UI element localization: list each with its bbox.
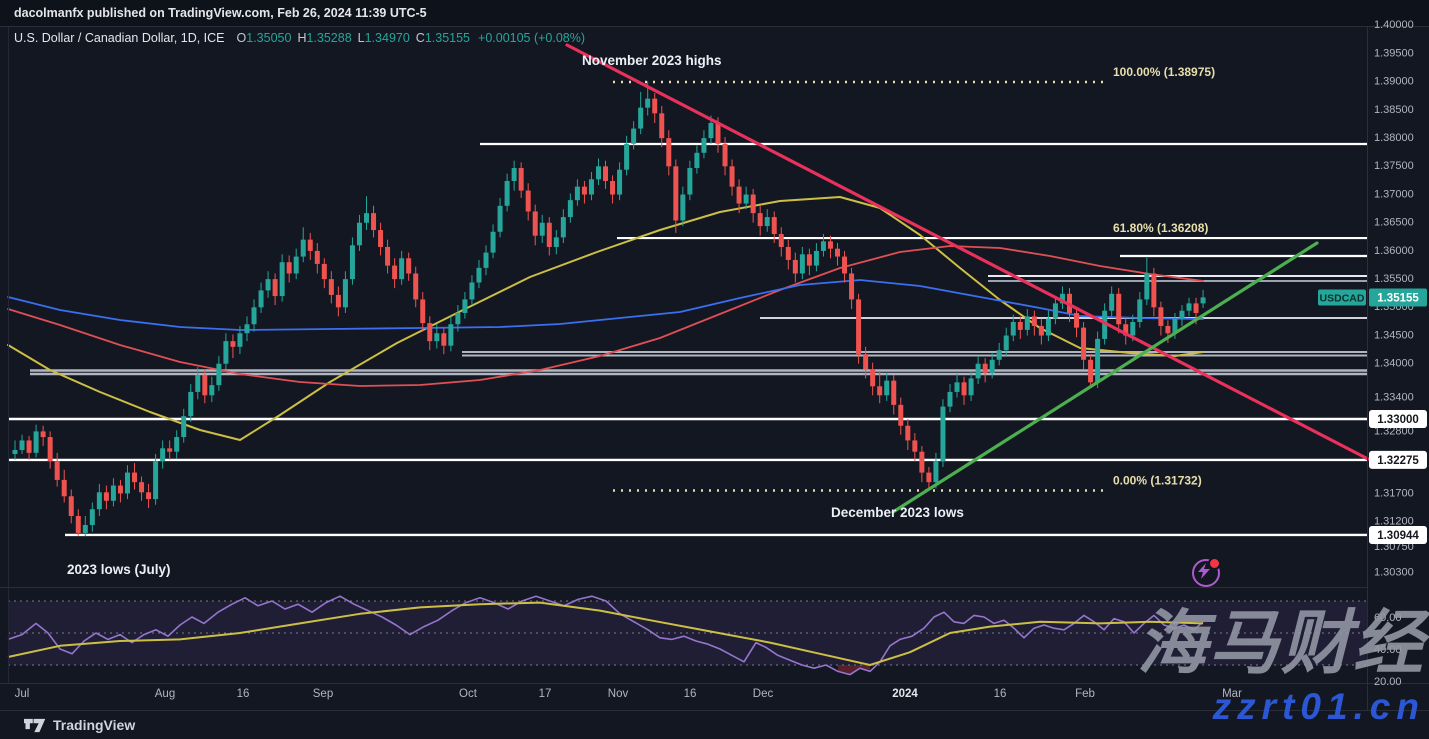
price-axis-label: 1.34000 bbox=[1374, 358, 1414, 370]
time-axis-label: Jul bbox=[15, 688, 30, 700]
rsi-pane bbox=[7, 595, 1204, 676]
svg-text:0.00% (1.31732): 0.00% (1.31732) bbox=[1113, 474, 1202, 488]
time-axis-label: 16 bbox=[237, 688, 250, 700]
price-axis-label: 1.39500 bbox=[1374, 47, 1414, 59]
open-value: 1.35050 bbox=[246, 31, 292, 45]
high-value: 1.35288 bbox=[306, 31, 352, 45]
footer-bar: TradingView bbox=[0, 710, 1429, 739]
time-axis[interactable]: Jul Aug 16 Sep Oct 17 Nov 16 Dec 2024 16 Feb Mar bbox=[15, 688, 1242, 700]
low-value: 1.34970 bbox=[364, 31, 410, 45]
price-level-tag bbox=[1369, 450, 1427, 469]
support-resistance-lines bbox=[8, 142, 1367, 537]
candlestick-series bbox=[12, 81, 1206, 537]
change-value: +0.00105 (+0.08%) bbox=[478, 31, 586, 45]
price-axis-label: 1.34500 bbox=[1374, 329, 1414, 341]
price-axis-label: 1.33400 bbox=[1374, 391, 1414, 403]
price-axis-label: 1.37000 bbox=[1374, 188, 1414, 200]
price-axis-label: 1.37500 bbox=[1374, 160, 1414, 172]
trendlines bbox=[565, 43, 1370, 514]
time-axis-label: 16 bbox=[684, 688, 697, 700]
symbol-tag-text: USDCAD bbox=[1320, 292, 1365, 304]
svg-text:61.80% (1.36208): 61.80% (1.36208) bbox=[1113, 221, 1208, 235]
price-level-tag-text: 1.30944 bbox=[1377, 530, 1419, 542]
publish-info-text: dacolmanfx published on TradingView.com,… bbox=[14, 6, 427, 20]
rsi-axis-label: 60.00 bbox=[1374, 612, 1402, 624]
downtrend-line[interactable] bbox=[565, 43, 1370, 461]
rsi-axis-label: 40.00 bbox=[1374, 644, 1402, 656]
price-axis-label: 1.38000 bbox=[1374, 132, 1414, 144]
time-axis-label: Sep bbox=[313, 688, 333, 700]
low-label: L bbox=[357, 31, 365, 45]
price-level-tag-text: 1.32275 bbox=[1377, 455, 1419, 467]
symbol-legend[interactable]: U.S. Dollar / Canadian Dollar, 1D, ICE O1… bbox=[14, 31, 585, 45]
time-axis-label: Aug bbox=[155, 688, 175, 700]
uptrend-line[interactable] bbox=[891, 241, 1319, 514]
close-label: C bbox=[415, 31, 425, 45]
notification-dot bbox=[1208, 557, 1221, 570]
price-axis-label: 1.39000 bbox=[1374, 76, 1414, 88]
close-value: 1.35155 bbox=[424, 31, 471, 45]
annotation-label[interactable]: 2023 lows (July) bbox=[67, 562, 171, 577]
svg-text:100.00% (1.38975): 100.00% (1.38975) bbox=[1113, 65, 1215, 79]
symbol-title[interactable]: U.S. Dollar / Canadian Dollar, 1D, ICE bbox=[14, 31, 225, 45]
fib-retracement: 100.00% (1.38975) 61.80% (1.36208) 0.00% (… bbox=[613, 65, 1367, 492]
ma-red bbox=[7, 245, 1204, 387]
symbol-price-tag bbox=[1318, 289, 1366, 306]
annotation-label[interactable]: December 2023 lows bbox=[831, 505, 964, 520]
price-axis-label: 1.36500 bbox=[1374, 217, 1414, 229]
time-axis-label: Nov bbox=[608, 688, 629, 700]
price-axis-label: 1.38500 bbox=[1374, 104, 1414, 116]
time-axis-label: 17 bbox=[539, 688, 552, 700]
pane-borders bbox=[0, 27, 1429, 710]
lightning-icon bbox=[1198, 563, 1210, 579]
price-level-tag bbox=[1369, 525, 1427, 544]
price-axis-label: 1.32800 bbox=[1374, 425, 1414, 437]
quick-publish-button[interactable] bbox=[1192, 557, 1221, 587]
time-axis-label: 2024 bbox=[892, 688, 918, 700]
time-axis-label: Dec bbox=[753, 688, 774, 700]
price-level-tag bbox=[1369, 410, 1427, 428]
price-axis-label: 1.30300 bbox=[1374, 566, 1414, 578]
ma-blue bbox=[7, 279, 1204, 331]
last-price-tag-text: 1.35155 bbox=[1377, 292, 1419, 304]
price-axis-label: 1.31700 bbox=[1374, 487, 1414, 499]
rsi-axis-label: 20.00 bbox=[1374, 676, 1402, 688]
time-axis-label: Mar bbox=[1222, 688, 1242, 700]
tradingview-logo[interactable]: TradingView bbox=[24, 717, 135, 733]
annotations: November 2023 highs December 2023 lows 202… bbox=[67, 53, 964, 577]
price-axis[interactable]: 1.40000 1.39500 1.39000 1.38500 1.38000 1.375… bbox=[1318, 19, 1427, 688]
tradingview-logo-icon bbox=[24, 718, 46, 732]
flash-ring bbox=[1192, 559, 1220, 587]
publish-info-bar: dacolmanfx published on TradingView.com,… bbox=[0, 0, 1429, 27]
price-axis-label: 1.36000 bbox=[1374, 245, 1414, 257]
price-axis-label: 1.35500 bbox=[1374, 273, 1414, 285]
price-level-tag-text: 1.33000 bbox=[1377, 414, 1419, 426]
rsi-band bbox=[8, 600, 1367, 666]
annotation-label[interactable]: November 2023 highs bbox=[582, 53, 722, 68]
tradingview-logo-text: TradingView bbox=[53, 717, 136, 733]
price-axis-label: 1.31200 bbox=[1374, 516, 1414, 528]
open-label: O bbox=[236, 31, 247, 45]
price-axis-label: 1.40000 bbox=[1374, 19, 1414, 31]
last-price-tag bbox=[1369, 288, 1427, 307]
time-axis-label: Oct bbox=[459, 688, 478, 700]
high-label: H bbox=[297, 31, 307, 45]
time-axis-label: 16 bbox=[994, 688, 1007, 700]
time-axis-label: Feb bbox=[1075, 688, 1095, 700]
